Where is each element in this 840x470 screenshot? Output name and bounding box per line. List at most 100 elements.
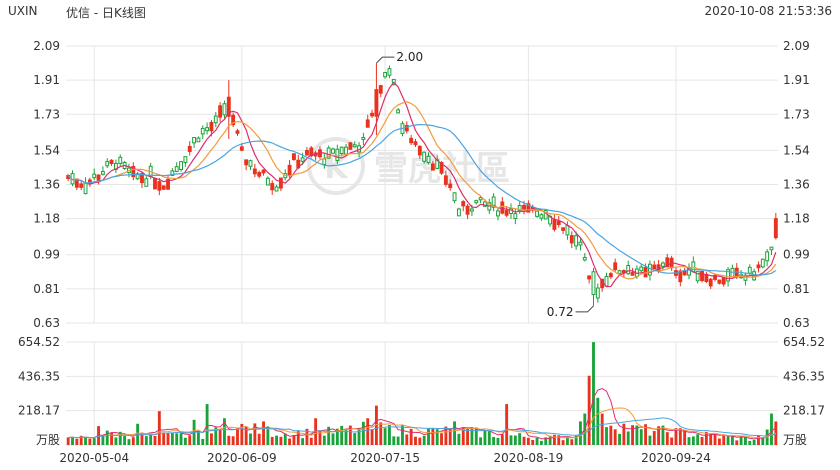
y-tick-label-right: 1.54 xyxy=(783,143,810,157)
candle-body xyxy=(417,145,422,156)
volume-bar xyxy=(196,430,200,445)
volume-bar xyxy=(635,425,639,445)
candle-body xyxy=(100,171,105,175)
volume-bar xyxy=(661,425,665,445)
candle-body xyxy=(535,210,539,217)
vol-ma10-line xyxy=(68,407,776,439)
chart-timestamp: 2020-10-08 21:53:36 xyxy=(704,4,832,18)
volume-bar xyxy=(505,404,509,445)
volume-bar xyxy=(205,404,209,445)
candle-body xyxy=(465,205,470,215)
volume-bar xyxy=(214,427,218,445)
candle-body xyxy=(361,137,366,140)
volume-bar xyxy=(340,425,344,445)
volume-bar xyxy=(105,430,109,445)
candle-body xyxy=(726,269,731,282)
candle-body xyxy=(352,144,357,148)
volume-bar xyxy=(257,433,261,445)
vol-tick-label-left: 万股 xyxy=(36,433,60,447)
candle-body xyxy=(639,266,644,272)
volume-bar xyxy=(379,422,383,445)
candle-body xyxy=(456,208,461,217)
volume-bar xyxy=(744,437,747,445)
volume-bar xyxy=(283,433,287,445)
volume-bar xyxy=(609,425,613,445)
volume-bar xyxy=(544,437,548,445)
chart-symbol: UXIN xyxy=(8,4,38,18)
volume-bar xyxy=(587,375,591,445)
high-pointer xyxy=(376,56,395,64)
candle-body xyxy=(161,185,166,190)
candle-body xyxy=(474,200,479,204)
candle-body xyxy=(79,183,84,188)
volume-bar xyxy=(613,429,617,445)
volume-bar xyxy=(670,437,674,445)
candle-body xyxy=(747,266,752,274)
volume-bar xyxy=(183,437,187,445)
volume-bar xyxy=(162,432,166,445)
x-tick-label: 2020-05-04 xyxy=(59,451,129,465)
vol-tick-label-right: 万股 xyxy=(783,433,807,447)
volume-bar xyxy=(361,421,365,445)
candle-body xyxy=(713,274,717,280)
volume-bar xyxy=(335,428,339,445)
y-tick-label-left: 2.09 xyxy=(33,39,60,53)
candle-body xyxy=(665,257,670,268)
candle-body xyxy=(213,115,218,124)
candle-body xyxy=(83,182,88,195)
volume-bar xyxy=(535,437,539,445)
volume-bar xyxy=(153,435,157,445)
y-tick-label-right: 1.73 xyxy=(783,107,810,121)
candle-body xyxy=(265,177,270,186)
volume-bar xyxy=(348,425,352,445)
volume-bar xyxy=(713,435,717,445)
volume-bar xyxy=(605,427,608,445)
volume-bar xyxy=(566,437,569,445)
volume-bar xyxy=(75,438,79,445)
y-tick-label-left: 1.18 xyxy=(33,212,60,226)
volume-bar xyxy=(396,436,400,445)
volume-bar xyxy=(244,426,248,445)
vol-ma5-line xyxy=(68,387,777,440)
candle-body xyxy=(552,218,557,230)
candle-body xyxy=(413,141,418,146)
ma10-line xyxy=(67,101,777,280)
candle-body xyxy=(695,270,700,282)
candle-body xyxy=(192,137,197,144)
y-tick-label-left: 0.63 xyxy=(33,316,60,330)
volume-bar xyxy=(288,438,292,445)
volume-bar xyxy=(157,411,161,445)
candle-body xyxy=(183,156,188,163)
volume-bar xyxy=(101,435,105,445)
volume-bar xyxy=(140,432,144,445)
volume-bar xyxy=(322,435,326,445)
candle-body xyxy=(109,159,114,165)
x-tick-label: 2020-09-24 xyxy=(641,451,711,465)
y-tick-label-right: 1.18 xyxy=(783,212,810,226)
volume-bar xyxy=(674,428,678,445)
volume-bar xyxy=(526,437,530,445)
candle-body xyxy=(231,114,236,126)
volume-bar xyxy=(118,431,122,445)
candle-body xyxy=(187,145,192,153)
volume-bar xyxy=(218,429,222,445)
candle-body xyxy=(656,264,661,271)
candle-body xyxy=(734,267,739,278)
volume-bar xyxy=(479,437,483,445)
candle-body xyxy=(569,235,574,244)
volume-bar xyxy=(201,438,205,445)
volume-bar xyxy=(301,438,305,445)
vol-tick-label-left: 436.35 xyxy=(18,369,60,383)
candle-body xyxy=(309,147,314,157)
candle-body xyxy=(222,103,227,116)
candle-body xyxy=(461,201,466,207)
volume-bar xyxy=(487,431,491,445)
volume-bar xyxy=(170,432,174,445)
volume-bar xyxy=(704,431,708,445)
candles xyxy=(66,63,778,306)
volume-bar xyxy=(444,426,448,445)
candle-body xyxy=(365,119,370,128)
volume-bar xyxy=(518,433,522,445)
volume-bar xyxy=(71,436,74,445)
candle-body xyxy=(374,89,379,117)
